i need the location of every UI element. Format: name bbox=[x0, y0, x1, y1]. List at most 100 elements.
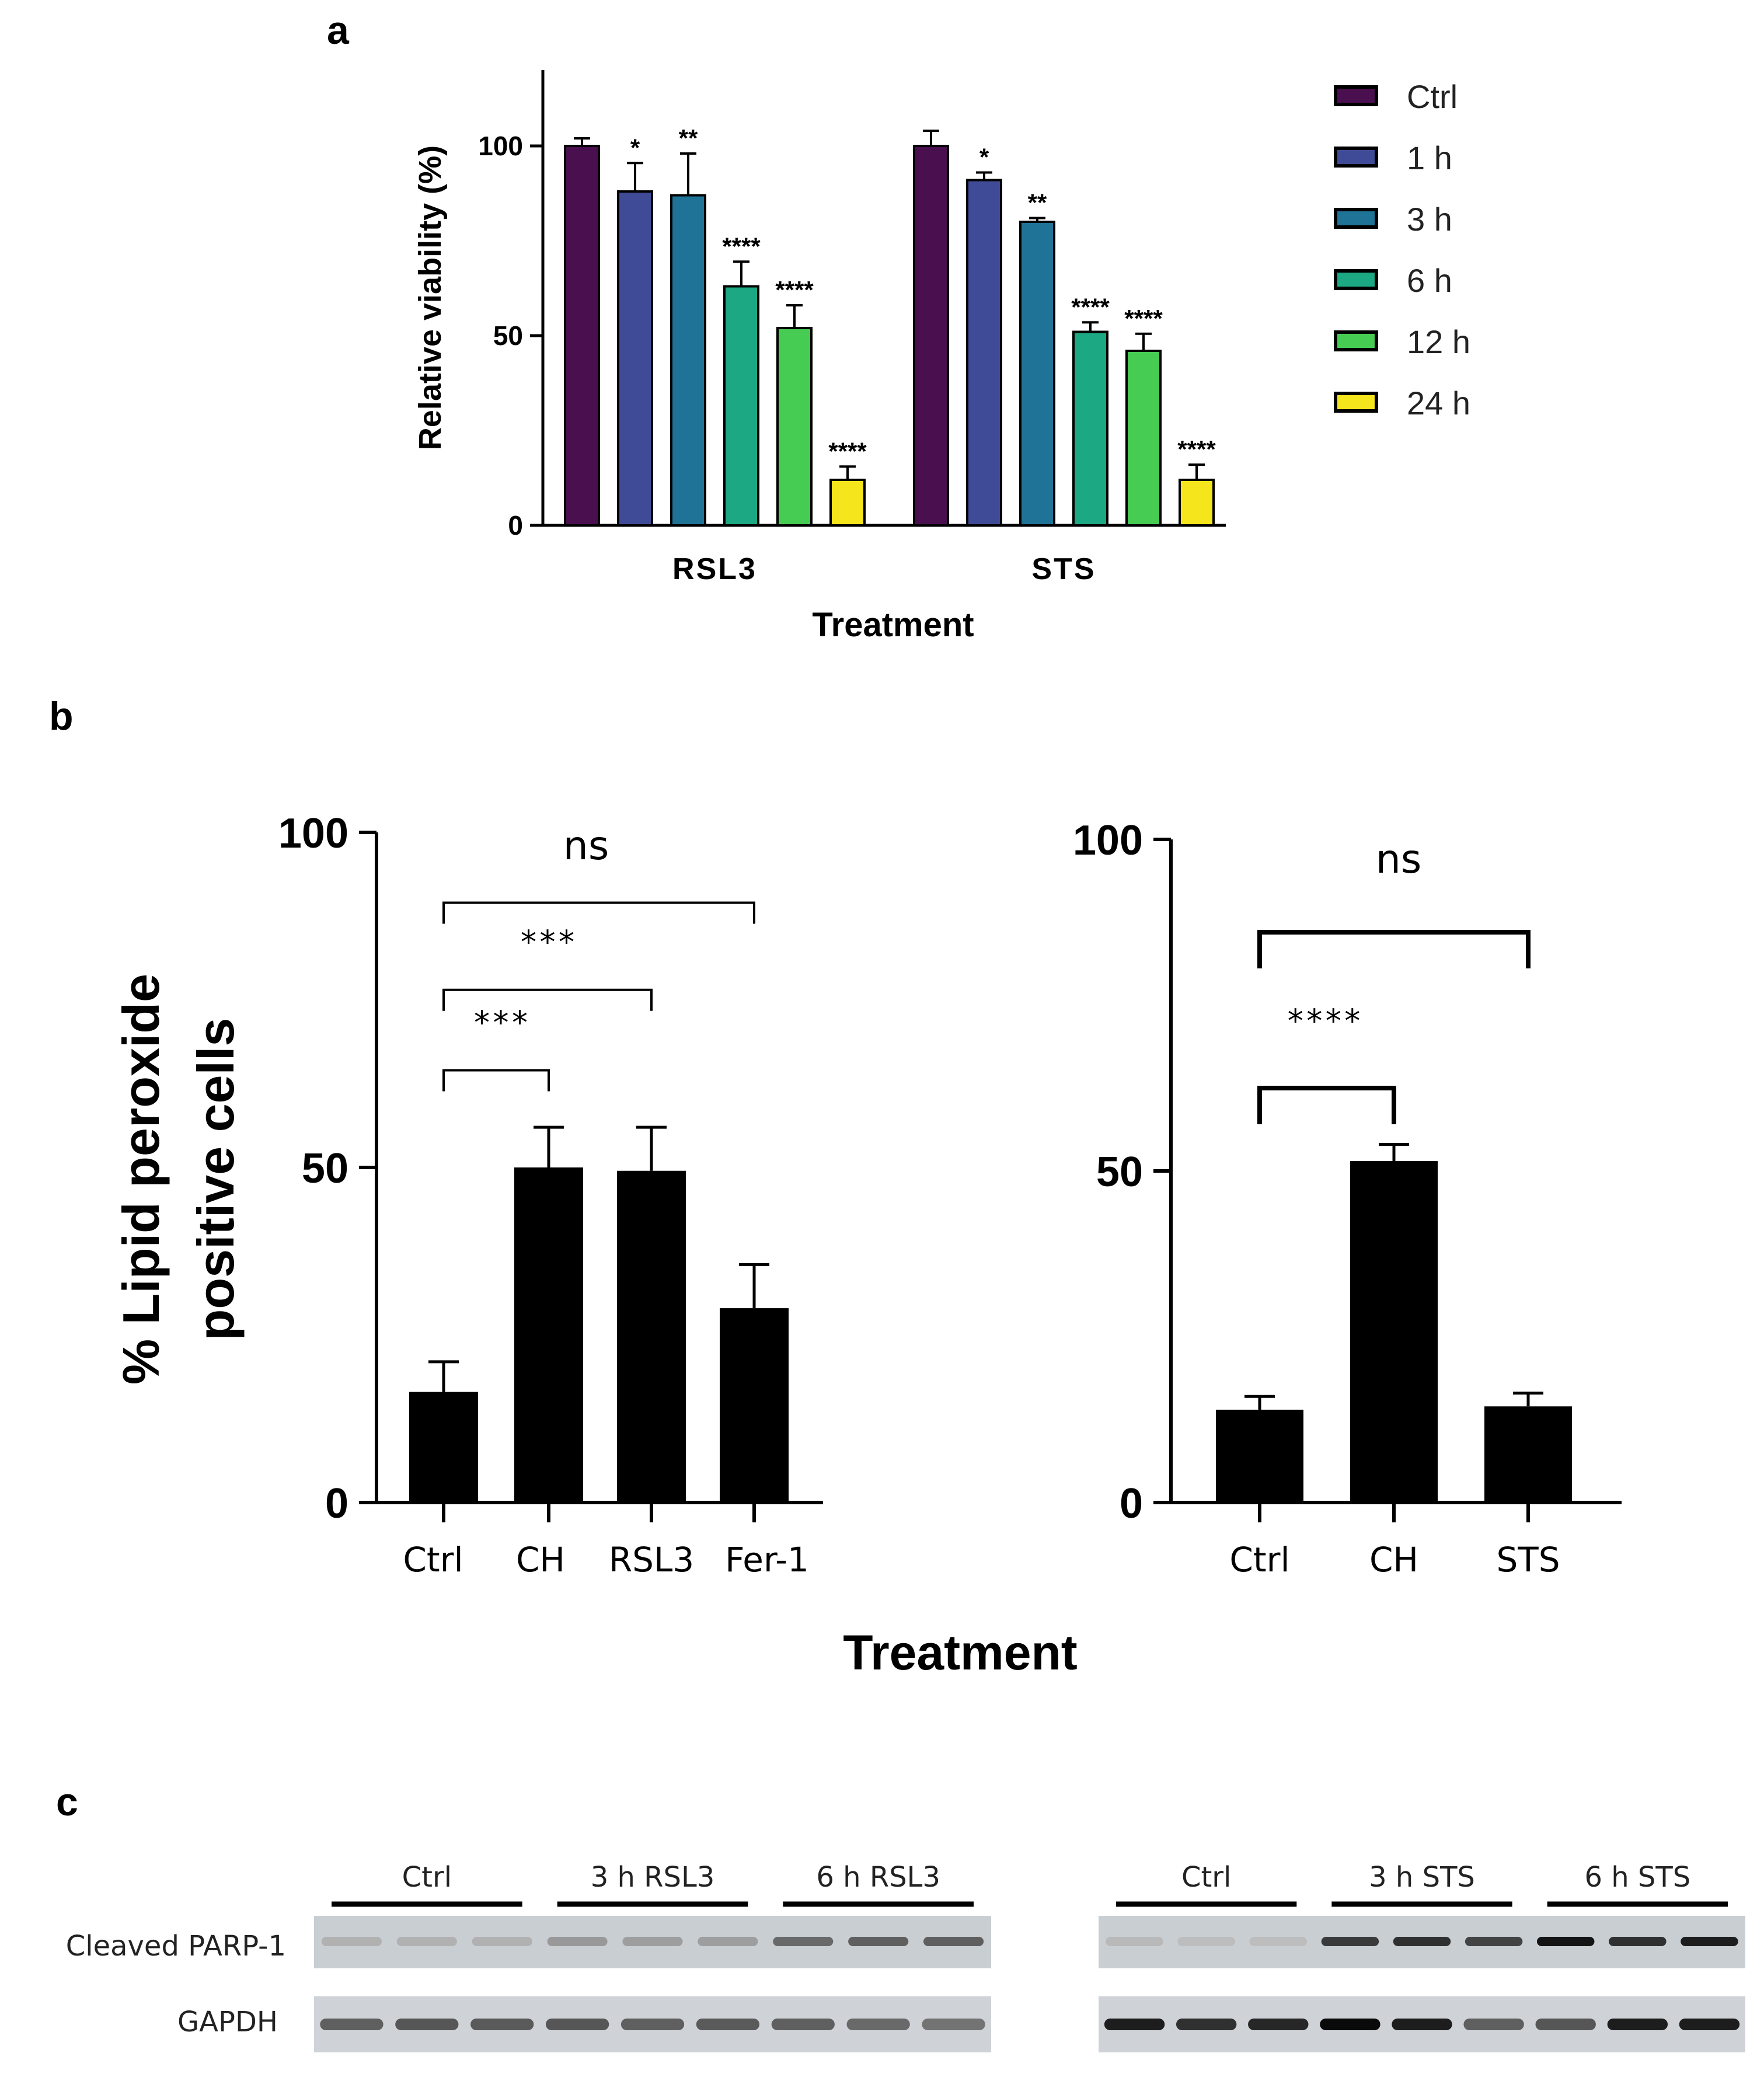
y-tick-label: 100 bbox=[1073, 817, 1143, 864]
legend-swatch bbox=[1334, 147, 1378, 168]
lipid-peroxide-chart-left: 0 50 100 Ctrl CH RSL3 Fer-1 *** *** ns bbox=[278, 810, 823, 1580]
gapdh-band bbox=[320, 2019, 384, 2030]
gapdh-band bbox=[470, 2019, 534, 2030]
gapdh-band bbox=[696, 2019, 760, 2030]
significance-label: **** bbox=[1124, 305, 1163, 332]
lane-group-label: 6 h STS bbox=[1584, 1861, 1690, 1894]
gapdh-band bbox=[1535, 2019, 1596, 2030]
significance-label: **** bbox=[1177, 435, 1216, 463]
legend-swatch bbox=[1334, 85, 1378, 106]
bar bbox=[1179, 479, 1215, 527]
parp-band bbox=[773, 1937, 834, 1946]
gapdh-band bbox=[1463, 2019, 1524, 2030]
legend-swatch bbox=[1334, 392, 1378, 413]
comparison-label: *** bbox=[519, 924, 576, 961]
bar bbox=[670, 194, 706, 527]
bar bbox=[409, 1392, 478, 1503]
lipid-y-axis-label-line2: positive cells bbox=[187, 1018, 245, 1341]
lane-group-label: 3 h RSL3 bbox=[591, 1861, 715, 1894]
parp-band bbox=[472, 1937, 532, 1946]
parp-band bbox=[1249, 1937, 1308, 1946]
parp-band bbox=[1465, 1937, 1523, 1946]
bar bbox=[564, 145, 600, 527]
legend-label: 1 h bbox=[1407, 140, 1452, 176]
bar bbox=[617, 190, 653, 527]
comparison-label: ns bbox=[563, 823, 609, 869]
y-tick-label: 100 bbox=[478, 131, 523, 161]
lipid-y-axis-label-line1: % Lipid peroxide bbox=[112, 974, 170, 1385]
row-label-parp: Cleaved PARP-1 bbox=[66, 1930, 286, 1962]
parp-band bbox=[622, 1937, 683, 1946]
parp-band bbox=[396, 1937, 457, 1946]
significance-label: * bbox=[979, 144, 989, 171]
comparison-label: **** bbox=[1286, 1002, 1362, 1039]
y-tick-label: 100 bbox=[278, 810, 348, 857]
bar bbox=[1216, 1409, 1303, 1503]
gapdh-band bbox=[620, 2019, 685, 2030]
gapdh-band bbox=[1176, 2019, 1237, 2030]
lipid-peroxide-chart-right: 0 50 100 Ctrl CH STS **** ns bbox=[1073, 817, 1622, 1580]
gapdh-band bbox=[1320, 2019, 1380, 2030]
legend-swatch bbox=[1334, 208, 1378, 229]
gapdh-band bbox=[846, 2019, 910, 2030]
bar bbox=[514, 1167, 583, 1503]
panel-letter-b: b bbox=[49, 694, 74, 738]
bar bbox=[720, 1308, 789, 1503]
gapdh-band bbox=[395, 2019, 459, 2030]
bar bbox=[1484, 1406, 1572, 1503]
lane-group-label: 6 h RSL3 bbox=[816, 1861, 940, 1894]
bar bbox=[913, 145, 949, 527]
lipid-x-axis-title: Treatment bbox=[843, 1625, 1077, 1680]
x-category-label: CH bbox=[516, 1540, 565, 1580]
gapdh-band bbox=[1679, 2019, 1740, 2030]
lane-group-label: Ctrl bbox=[1181, 1861, 1231, 1894]
bar bbox=[776, 327, 813, 527]
legend-label: 3 h bbox=[1407, 201, 1452, 238]
comparison-bracket bbox=[442, 1069, 550, 1092]
gapdh-band bbox=[1392, 2019, 1452, 2030]
y-tick-label: 0 bbox=[1120, 1480, 1143, 1527]
comparison-bracket bbox=[1257, 1086, 1396, 1124]
x-category-label: Ctrl bbox=[1229, 1540, 1289, 1580]
bar bbox=[1072, 330, 1108, 527]
significance-label: **** bbox=[828, 437, 867, 465]
western-blots: Cleaved PARP-1 GAPDH Ctrl 3 h RSL3 6 h RSL3 C… bbox=[66, 1861, 1745, 2052]
legend-swatch bbox=[1334, 269, 1378, 290]
significance-label: **** bbox=[722, 232, 761, 260]
viability-legend: Ctrl 1 h 3 h 6 h 12 h 24 h bbox=[1334, 78, 1470, 421]
bar bbox=[723, 285, 759, 527]
x-category-label: STS bbox=[1031, 552, 1096, 586]
significance-label: **** bbox=[775, 276, 814, 304]
gapdh-band bbox=[771, 2019, 835, 2030]
legend-swatch bbox=[1334, 330, 1378, 351]
parp-band bbox=[1321, 1937, 1379, 1946]
parp-band bbox=[923, 1937, 984, 1946]
y-tick-label: 50 bbox=[1096, 1149, 1143, 1195]
x-category-label: Fer-1 bbox=[725, 1540, 809, 1580]
y-tick-label: 0 bbox=[508, 510, 523, 541]
lane-group-label: Ctrl bbox=[402, 1861, 452, 1894]
bar bbox=[1125, 350, 1162, 527]
x-category-label: RSL3 bbox=[609, 1540, 694, 1580]
x-category-label: CH bbox=[1369, 1540, 1418, 1580]
bar bbox=[1019, 221, 1055, 527]
y-tick-label: 50 bbox=[493, 320, 523, 351]
legend-label: 6 h bbox=[1407, 262, 1452, 299]
row-label-gapdh: GAPDH bbox=[177, 2006, 278, 2038]
bar bbox=[829, 479, 866, 527]
gapdh-band bbox=[1248, 2019, 1309, 2030]
y-tick-label: 0 bbox=[325, 1480, 348, 1527]
panel-letter-c: c bbox=[56, 1780, 78, 1824]
parp-band bbox=[1681, 1937, 1738, 1946]
comparison-bracket bbox=[442, 988, 653, 1011]
lane-group-label: 3 h STS bbox=[1369, 1861, 1475, 1894]
legend-label: 12 h bbox=[1407, 323, 1470, 360]
legend-label: 24 h bbox=[1407, 385, 1470, 421]
comparison-bracket bbox=[442, 901, 755, 924]
legend-label: Ctrl bbox=[1407, 78, 1458, 115]
comparison-label: ns bbox=[1376, 836, 1422, 883]
bar bbox=[966, 179, 1002, 527]
y-tick-label: 50 bbox=[302, 1145, 348, 1192]
